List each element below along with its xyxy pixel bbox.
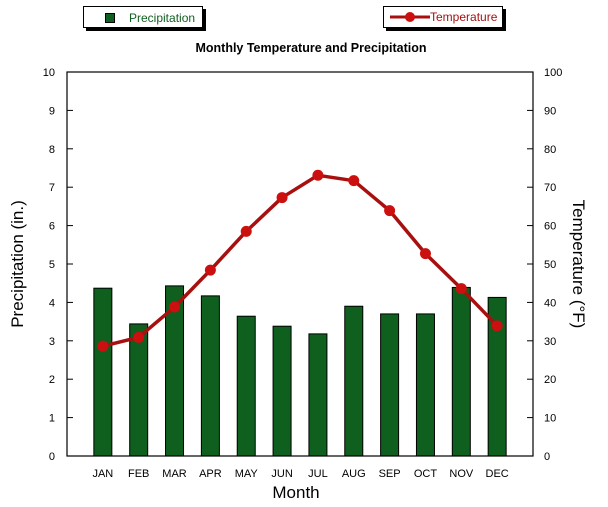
bar-precipitation-aug	[344, 305, 364, 457]
point-temperature-mar	[169, 301, 181, 313]
y-right-tick-label: 70	[544, 182, 556, 194]
x-tick-label: FEB	[128, 468, 149, 480]
legend-precipitation: Precipitation	[83, 6, 203, 28]
point-temperature-jul	[312, 169, 324, 181]
y-left-tick-label: 9	[49, 105, 55, 117]
chart-title: Monthly Temperature and Precipitation	[195, 41, 426, 55]
y-axis-right-title: Temperature (°F)	[569, 200, 588, 329]
bar-precipitation-may	[236, 315, 256, 457]
x-tick-label: SEP	[379, 468, 401, 480]
bar-precipitation-jun	[272, 325, 292, 457]
legend-precipitation-swatch-icon	[105, 13, 115, 23]
y-left-tick-label: 1	[49, 413, 55, 425]
y-right-tick-label: 100	[544, 67, 562, 79]
y-left-tick-label: 3	[49, 336, 55, 348]
point-temperature-sep	[384, 205, 396, 217]
point-temperature-nov	[455, 283, 467, 295]
line-temperature	[102, 173, 499, 348]
y-right-tick-label: 50	[544, 259, 556, 271]
y-left-tick-label: 0	[49, 451, 55, 463]
x-axis-title: Month	[272, 483, 319, 502]
x-tick-label: JUN	[271, 468, 292, 480]
y-right-tick-label: 30	[544, 336, 556, 348]
x-tick-label: MAR	[162, 468, 187, 480]
point-temperature-apr	[204, 264, 216, 276]
point-temperature-jan	[97, 340, 109, 352]
y-right-tick-label: 90	[544, 105, 556, 117]
point-temperature-oct	[419, 248, 431, 260]
x-tick-label: JAN	[92, 468, 113, 480]
y-right-tick-label: 10	[544, 413, 556, 425]
y-left-tick-label: 6	[49, 221, 55, 233]
x-tick-label: OCT	[414, 468, 438, 480]
bar-precipitation-sep	[380, 313, 400, 457]
y-right-tick-label: 40	[544, 297, 556, 309]
bar-precipitation-nov	[451, 286, 471, 457]
point-temperature-aug	[348, 175, 360, 187]
x-tick-label: MAY	[235, 468, 259, 480]
bar-precipitation-jan	[93, 287, 113, 457]
y-right-tick-label: 0	[544, 451, 550, 463]
legend-precipitation-label: Precipitation	[129, 11, 196, 25]
y-left-tick-label: 8	[49, 144, 55, 156]
point-temperature-jun	[276, 192, 288, 204]
point-temperature-dec	[491, 320, 503, 332]
bar-precipitation-oct	[415, 313, 435, 457]
y-axis-left-title: Precipitation (in.)	[8, 200, 27, 328]
x-tick-label: JUL	[308, 468, 328, 480]
y-left-tick-label: 10	[43, 67, 55, 79]
legend-temperature-label: Temperature	[430, 10, 498, 24]
point-temperature-may	[240, 225, 252, 237]
x-tick-label: NOV	[449, 468, 474, 480]
y-left-tick-label: 7	[49, 182, 55, 194]
bar-precipitation-feb	[129, 323, 149, 457]
legend-temperature: Temperature	[383, 6, 503, 28]
legend-temperature-line-icon	[390, 12, 430, 22]
y-left-tick-label: 5	[49, 259, 55, 271]
bar-precipitation-apr	[200, 295, 220, 457]
y-right-tick-label: 80	[544, 144, 556, 156]
bar-precipitation-jul	[308, 333, 328, 457]
x-tick-label: DEC	[486, 468, 509, 480]
y-right-tick-label: 60	[544, 221, 556, 233]
x-tick-label: APR	[199, 468, 222, 480]
y-left-tick-label: 4	[49, 297, 55, 309]
y-left-tick-label: 2	[49, 374, 55, 386]
x-tick-label: AUG	[342, 468, 366, 480]
y-right-tick-label: 20	[544, 374, 556, 386]
point-temperature-feb	[133, 331, 145, 343]
